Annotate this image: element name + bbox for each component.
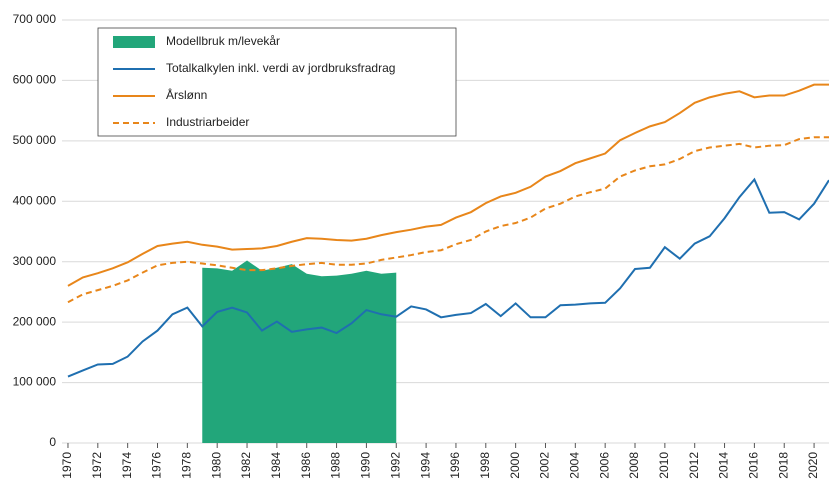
x-tick-label: 1996: [448, 452, 462, 479]
x-tick-label: 2014: [717, 452, 731, 479]
x-tick-label: 1976: [150, 452, 164, 479]
x-tick-label: 2020: [806, 452, 820, 479]
x-tick-label: 1984: [269, 452, 283, 479]
y-tick-label: 500 000: [13, 133, 57, 147]
x-tick-label: 2004: [567, 452, 581, 479]
x-tick-label: 1980: [209, 452, 223, 479]
legend-label: Industriarbeider: [166, 115, 249, 129]
x-tick-label: 2000: [508, 452, 522, 479]
x-tick-label: 2002: [538, 452, 552, 479]
area: [202, 260, 397, 443]
x-tick-label: 1988: [329, 452, 343, 479]
x-tick-label: 1978: [180, 452, 194, 479]
x-tick-label: 1972: [90, 452, 104, 479]
legend-box: [97, 27, 457, 137]
y-tick-label: 200 000: [13, 314, 57, 328]
x-tick-label: 1986: [299, 452, 313, 479]
x-tick-label: 1970: [60, 452, 74, 479]
x-tick-label: 2012: [687, 452, 701, 479]
legend-label: Totalkalkylen inkl. verdi av jordbruksfr…: [166, 61, 395, 75]
legend-label: Årslønn: [166, 87, 207, 102]
x-tick-label: 1998: [478, 452, 492, 479]
x-tick-label: 1982: [239, 452, 253, 479]
legend-label: Modellbruk m/levekår: [166, 34, 280, 48]
x-tick-label: 2010: [657, 452, 671, 479]
line: [67, 136, 829, 304]
x-tick-label: 2008: [627, 452, 641, 479]
x-tick-label: 1992: [388, 452, 402, 479]
x-tick-label: 2018: [776, 452, 790, 479]
x-tick-label: 1974: [120, 452, 134, 479]
line: [67, 177, 829, 378]
y-tick-label: 600 000: [13, 73, 57, 87]
y-tick-label: 700 000: [13, 12, 57, 26]
x-tick-label: 1990: [359, 452, 373, 479]
y-tick-label: 100 000: [13, 375, 57, 389]
x-tick-label: 1994: [418, 452, 432, 479]
y-tick-label: 0: [49, 435, 56, 449]
y-tick-label: 400 000: [13, 193, 57, 207]
line: [67, 83, 829, 287]
legend-swatch: [113, 36, 155, 48]
y-tick-label: 300 000: [13, 254, 57, 268]
legend: Modellbruk m/levekår Totalkalkylen inkl. …: [97, 27, 457, 137]
x-tick-label: 2006: [597, 452, 611, 479]
x-tick-label: 2016: [747, 452, 761, 479]
